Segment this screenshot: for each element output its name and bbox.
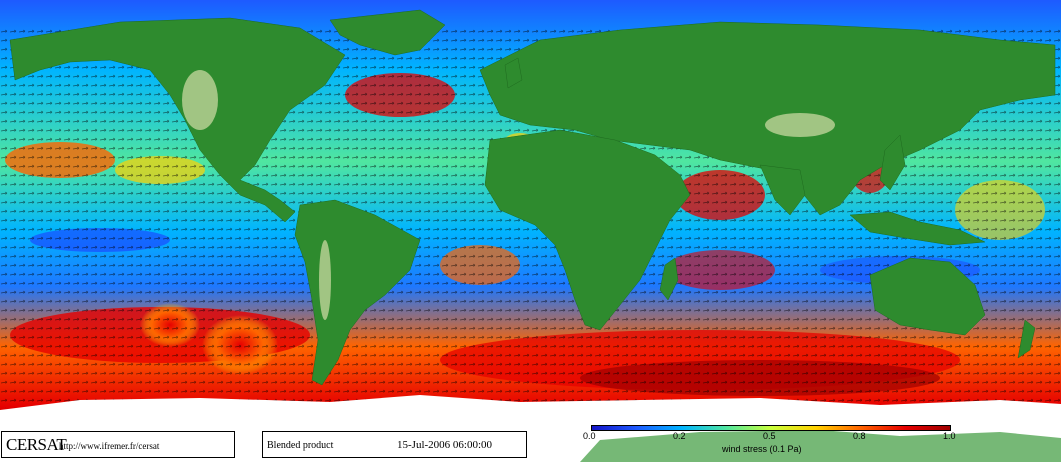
cersat-url[interactable]: http://www.ifremer.fr/cersat <box>59 441 160 451</box>
greenland <box>329 9 446 56</box>
antarctica-land <box>580 430 1061 462</box>
product-info-box: Blended product 15-Jul-2006 06:00:00 <box>262 431 527 458</box>
australia <box>869 257 986 336</box>
colorbar-label: wind stress (0.1 Pa) <box>722 444 802 454</box>
madagascar <box>659 257 679 301</box>
highlands <box>182 70 835 320</box>
new-zealand <box>1017 319 1036 359</box>
colorbar <box>591 425 951 431</box>
eurasia <box>479 21 1056 216</box>
colorbar-tick: 0.2 <box>673 431 686 441</box>
product-label: Blended product <box>267 440 334 451</box>
indonesia <box>849 211 986 246</box>
cersat-logo: CERSAT <box>6 435 67 454</box>
credit-box: CERSAT http://www.ifremer.fr/cersat <box>1 431 235 458</box>
colorbar-tick: 0.8 <box>853 431 866 441</box>
timestamp: 15-Jul-2006 06:00:00 <box>397 439 493 451</box>
japan <box>879 134 906 191</box>
north-america <box>9 17 346 223</box>
colorbar-tick: 0.5 <box>763 431 776 441</box>
british-isles <box>504 57 523 89</box>
colorbar-tick: 1.0 <box>943 431 956 441</box>
colorbar-tick: 0.0 <box>583 431 596 441</box>
india <box>759 164 806 216</box>
africa <box>484 129 691 331</box>
